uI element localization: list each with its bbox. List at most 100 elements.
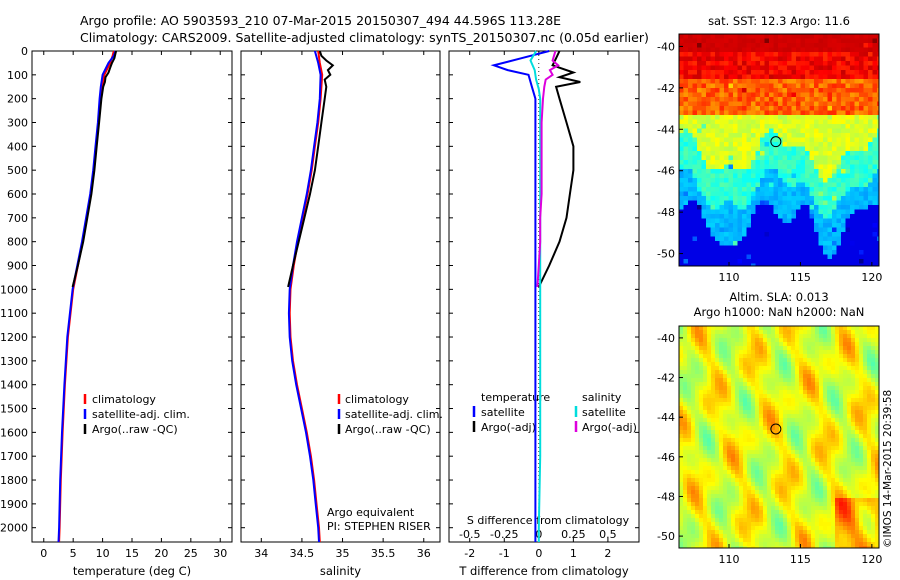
header-line1: Argo profile: AO 5903593_210 07-Mar-2015… [80, 13, 561, 28]
series-line-argo-raw-qc- [287, 50, 335, 288]
y-tick-label: 1600 [0, 426, 28, 439]
sla-map-subtitle: Argo h1000: NaN h2000: NaN [694, 305, 865, 319]
header-line2: Climatology: CARS2009. Satellite-adjuste… [80, 30, 649, 45]
annotation-argo-equivalent: Argo equivalent [327, 506, 415, 519]
y-tick-label: -42 [657, 82, 675, 95]
y-tick-label: -42 [657, 372, 675, 385]
temperature-panel: 0 5 10 15 20 25 300100200300400500600700800900… [0, 45, 233, 578]
plot-frame [448, 50, 640, 543]
x-tick-label: 36 [417, 547, 431, 560]
x-tick-label: 30 [213, 547, 227, 560]
series-line-argo-raw-qc- [71, 50, 118, 288]
argo-position-marker [770, 423, 782, 435]
x-tick-label: 2 [604, 547, 611, 560]
legend-title-temperature: temperature [481, 391, 550, 404]
x-tick-label: 34.5 [290, 547, 315, 560]
x-tick-label: 120 [861, 553, 882, 566]
legend-label: satellite-adj. clim. [345, 408, 443, 421]
y-tick-label: -44 [657, 123, 675, 136]
s-tick-label: -0.5 [459, 528, 480, 541]
x-tick-label: -1 [499, 547, 510, 560]
y-tick-label: -40 [657, 40, 675, 53]
y-tick-label: 1000 [0, 283, 28, 296]
plot-frame [240, 50, 441, 543]
heatmap-cells [679, 326, 879, 548]
s-axis-label: S difference from climatology [467, 514, 630, 527]
x-tick-label: 15 [125, 547, 139, 560]
x-tick-label: 20 [154, 547, 168, 560]
y-tick-label: -48 [657, 490, 675, 503]
x-tick-label: 35.5 [371, 547, 396, 560]
y-tick-label: 2000 [0, 522, 28, 535]
x-tick-label: 0 [535, 547, 542, 560]
plot-frame [31, 50, 233, 543]
y-tick-label: -46 [657, 165, 675, 178]
sst-map-title: sat. SST: 12.3 Argo: 11.6 [708, 14, 850, 28]
y-tick-label: 500 [7, 164, 28, 177]
x-tick-label: 34 [254, 547, 268, 560]
y-tick-label: 400 [7, 140, 28, 153]
salinity-panel: 34 34.5 35 35.5 36 salinity climatology satelli… [240, 50, 443, 578]
x-axis-label: T difference from climatology [458, 564, 629, 578]
legend-label: Argo(..raw -QC) [92, 423, 178, 436]
legend-label: satellite [582, 406, 626, 419]
annotation-pi: PI: STEPHEN RISER [327, 520, 431, 533]
x-tick-label: -2 [464, 547, 475, 560]
x-tick-label: 110 [719, 271, 740, 284]
heatmap-cells [679, 34, 879, 266]
y-tick-label: 1200 [0, 331, 28, 344]
y-tick-label: -46 [657, 451, 675, 464]
x-axis-label: salinity [320, 564, 361, 578]
legend-label: Argo(-adj) [481, 421, 536, 434]
series-line-satellite-adj-clim- [57, 50, 117, 543]
y-tick-label: -48 [657, 206, 675, 219]
legend-title-salinity: salinity [582, 391, 622, 404]
x-tick-label: 1 [570, 547, 577, 560]
y-tick-label: 100 [7, 69, 28, 82]
map-frame [678, 325, 880, 549]
y-tick-label: 1500 [0, 403, 28, 416]
y-tick-label: 600 [7, 188, 28, 201]
y-tick-label: 1300 [0, 355, 28, 368]
legend-label: Argo(..raw -QC) [345, 423, 431, 436]
s-tick-label: -0.25 [490, 528, 518, 541]
x-tick-label: 0 [40, 547, 47, 560]
y-tick-label: 900 [7, 260, 28, 273]
legend-label: satellite [481, 406, 525, 419]
y-tick-label: 1900 [0, 498, 28, 511]
x-tick-label: 110 [719, 553, 740, 566]
y-tick-label: 0 [21, 45, 28, 58]
y-tick-label: 1700 [0, 450, 28, 463]
y-tick-label: -40 [657, 332, 675, 345]
x-tick-label: 120 [861, 271, 882, 284]
y-tick-label: -50 [657, 530, 675, 543]
series-line-temperature-argo-adj- [537, 50, 581, 288]
s-tick-label: 0.5 [599, 528, 617, 541]
sst-map-panel: 110 115 120 -40 -42 -44 -46 -48 -50 sat. SST: 12.… [657, 14, 882, 284]
y-tick-label: 700 [7, 212, 28, 225]
x-tick-label: 115 [790, 271, 811, 284]
x-tick-label: 115 [790, 553, 811, 566]
x-axis-label: temperature (deg C) [73, 564, 191, 578]
y-tick-label: -44 [657, 411, 675, 424]
y-tick-label: 1400 [0, 379, 28, 392]
y-tick-label: 1800 [0, 474, 28, 487]
legend-label: Argo(-adj) [582, 421, 637, 434]
series-line-salinity-satellite [529, 50, 542, 542]
credit-label: ©IMOS 14-Mar-2015 20:39:58 [882, 390, 894, 548]
argo-position-marker [770, 136, 782, 148]
legend-label: climatology [345, 393, 409, 406]
x-tick-label: 35 [336, 547, 350, 560]
sla-map-panel: 110 115 120 -40 -42 -44 -46 -48 -50 Altim. SLA: 0… [657, 290, 882, 566]
y-tick-label: 1100 [0, 307, 28, 320]
x-tick-label: 25 [184, 547, 198, 560]
x-tick-label: 10 [96, 547, 110, 560]
y-tick-label: -50 [657, 248, 675, 261]
y-tick-label: 200 [7, 93, 28, 106]
x-tick-label: 5 [70, 547, 77, 560]
series-line-salinity-argo-adj- [536, 50, 560, 288]
difference-panel: -2 -1 0 1 2 T difference from climatology -0.5… [448, 50, 640, 578]
sla-map-title: Altim. SLA: 0.013 [729, 290, 828, 304]
y-tick-label: 800 [7, 236, 28, 249]
